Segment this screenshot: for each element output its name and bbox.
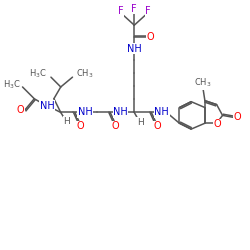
Text: NH: NH (154, 108, 169, 118)
Text: O: O (112, 121, 120, 131)
Text: H: H (63, 117, 70, 126)
Text: O: O (76, 121, 84, 131)
Text: O: O (17, 106, 24, 116)
Text: H$_3$C: H$_3$C (3, 79, 21, 91)
Text: F: F (145, 6, 151, 16)
Text: F: F (132, 4, 137, 14)
Text: NH: NH (78, 108, 93, 118)
Text: NH: NH (127, 44, 142, 54)
Text: CH$_3$: CH$_3$ (194, 77, 212, 89)
Text: H: H (137, 118, 143, 127)
Text: CH$_3$: CH$_3$ (76, 68, 94, 80)
Text: NH: NH (40, 100, 54, 110)
Text: O: O (234, 112, 241, 122)
Text: H$_3$C: H$_3$C (29, 68, 47, 80)
Text: O: O (153, 121, 161, 131)
Text: O: O (214, 119, 222, 129)
Text: NH: NH (113, 108, 128, 118)
Text: F: F (118, 6, 124, 16)
Text: O: O (146, 32, 154, 42)
